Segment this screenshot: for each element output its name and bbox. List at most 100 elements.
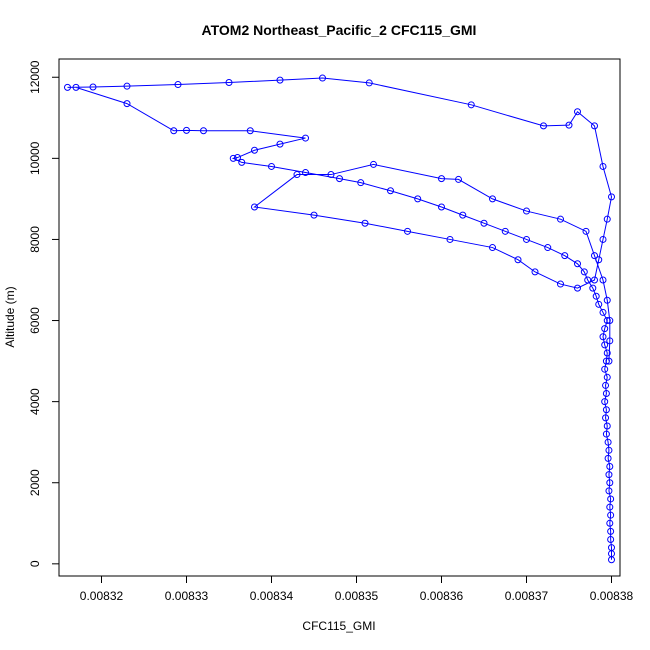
data-point [602, 357, 610, 365]
y-axis-label: Altitude (m) [3, 286, 17, 347]
data-point [599, 333, 607, 341]
data-point [489, 244, 496, 252]
y-tick-label: 4000 [28, 388, 42, 415]
data-point [565, 121, 573, 129]
x-tick-label: 0.00838 [590, 589, 634, 603]
data-point [607, 536, 615, 544]
data-point [603, 422, 611, 430]
data-point [170, 127, 178, 135]
data-point [606, 337, 614, 345]
data-point [357, 179, 365, 187]
data-point [64, 83, 71, 91]
data-point [183, 126, 190, 134]
data-point [591, 252, 598, 260]
data-point [361, 219, 369, 227]
data-point [293, 171, 301, 179]
data-point [602, 430, 610, 438]
data-point [584, 276, 592, 284]
data-point [605, 446, 613, 454]
data-point [251, 203, 258, 211]
y-tick-label: 8000 [28, 226, 42, 253]
data-point [592, 292, 600, 300]
data-point [501, 227, 509, 235]
data-point [605, 487, 613, 495]
data-point [561, 252, 569, 260]
chart-title: ATOM2 Northeast_Pacific_2 CFC115_GMI [202, 22, 477, 38]
data-point [514, 256, 522, 264]
data-point [336, 175, 343, 183]
data-point [310, 211, 318, 219]
data-point [302, 169, 309, 177]
data-point [603, 215, 611, 223]
data-point [446, 235, 454, 243]
data-point [251, 146, 258, 154]
data-point [603, 373, 611, 381]
data-point [414, 195, 422, 203]
data-point [591, 276, 598, 284]
data-point [606, 479, 614, 487]
data-point [604, 438, 612, 446]
data-point [123, 82, 131, 90]
series-line [67, 77, 613, 560]
data-point [438, 203, 445, 211]
data-point [302, 134, 309, 142]
data-point [608, 544, 615, 552]
data-point [574, 108, 581, 116]
data-point [582, 227, 590, 235]
data-point [370, 160, 377, 168]
data-point [225, 79, 233, 87]
data-point [602, 414, 610, 422]
y-tick-label: 6000 [28, 307, 42, 334]
data-point [607, 527, 615, 535]
data-point [531, 268, 539, 276]
x-tick-label: 0.00832 [80, 589, 124, 603]
data-point [574, 284, 581, 292]
plot-area-frame [58, 58, 621, 577]
data-point [603, 349, 611, 357]
data-point [601, 341, 609, 349]
data-point [276, 140, 284, 148]
y-tick-label: 10000 [28, 141, 42, 175]
data-point [246, 127, 254, 135]
x-axis: 0.00832 0.00833 0.00834 0.00835 0.00836 0.008… [80, 575, 634, 603]
data-point [544, 244, 552, 252]
x-tick-label: 0.00835 [335, 589, 379, 603]
data-point [595, 256, 603, 264]
data-point [599, 276, 607, 284]
data-point [604, 454, 612, 462]
data-point [276, 76, 284, 84]
data-point [599, 235, 607, 243]
data-point [606, 463, 614, 471]
data-point [89, 83, 97, 91]
data-point [603, 296, 611, 304]
data-point [438, 175, 445, 183]
data-point [455, 175, 462, 183]
data-point [606, 317, 614, 325]
data-point [574, 260, 581, 268]
x-tick-label: 0.00834 [250, 589, 294, 603]
data-point [605, 357, 613, 365]
y-axis: 0 2000 4000 6000 8000 10000 12000 [28, 60, 60, 567]
data-point [268, 162, 275, 170]
data-point [200, 127, 207, 135]
x-tick-label: 0.00833 [165, 589, 209, 603]
data-point [595, 300, 603, 308]
data-point [602, 381, 610, 389]
data-point [523, 207, 530, 215]
data-point [234, 154, 241, 162]
data-point [319, 74, 326, 82]
data-point [603, 317, 611, 325]
data-point [459, 211, 467, 219]
data-point [601, 398, 609, 406]
data-point [365, 79, 373, 87]
data-point [229, 154, 237, 162]
data-point [480, 219, 488, 227]
y-tick-label: 2000 [28, 469, 42, 496]
data-point [404, 227, 411, 235]
data-point [602, 406, 610, 414]
x-axis-label: CFC115_GMI [302, 619, 375, 633]
data-point [599, 162, 607, 170]
data-point [601, 325, 609, 333]
x-tick-label: 0.00836 [420, 589, 464, 603]
